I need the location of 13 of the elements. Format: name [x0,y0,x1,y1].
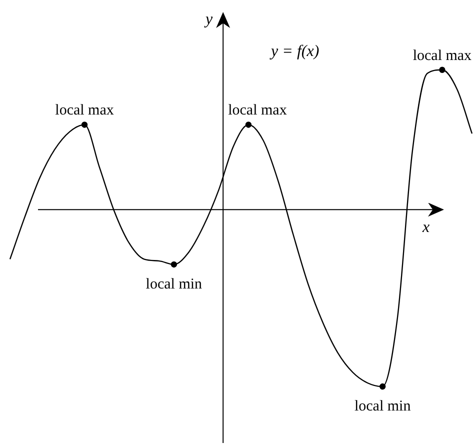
text: local min [354,398,412,414]
annotation: local max [55,102,114,119]
annotation: local max [228,102,288,119]
point [245,122,252,128]
point [170,261,178,268]
chart-title: y = f(x) [269,43,320,60]
point [81,122,88,128]
y-axis-title: y [204,11,214,28]
x-axis-title: x [421,218,430,236]
point [379,383,386,390]
point [439,66,446,73]
text: local max [412,48,472,64]
annotation: local min [146,276,203,292]
